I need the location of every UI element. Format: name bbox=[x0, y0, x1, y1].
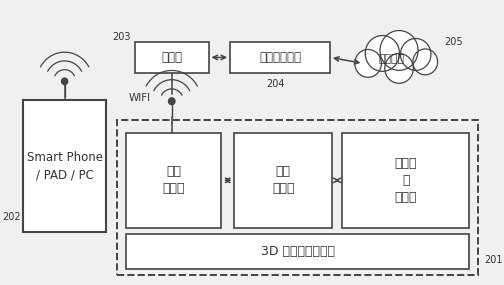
Circle shape bbox=[365, 36, 400, 71]
Circle shape bbox=[168, 98, 175, 105]
Text: 204: 204 bbox=[266, 79, 285, 89]
FancyBboxPatch shape bbox=[117, 120, 478, 275]
FancyBboxPatch shape bbox=[230, 42, 330, 73]
Text: 202: 202 bbox=[2, 212, 21, 222]
Circle shape bbox=[385, 53, 413, 83]
Text: 网络
处理器: 网络 处理器 bbox=[162, 165, 184, 195]
FancyBboxPatch shape bbox=[23, 100, 106, 232]
Text: 205: 205 bbox=[444, 37, 463, 47]
Text: 201: 201 bbox=[484, 255, 502, 265]
FancyBboxPatch shape bbox=[126, 133, 221, 228]
FancyBboxPatch shape bbox=[126, 233, 470, 269]
Text: 云服务端: 云服务端 bbox=[379, 54, 405, 64]
Text: 路由器: 路由器 bbox=[161, 51, 182, 64]
Circle shape bbox=[401, 38, 431, 70]
Text: Smart Phone
/ PAD / PC: Smart Phone / PAD / PC bbox=[27, 151, 103, 181]
Text: 执行器
与
传感器: 执行器 与 传感器 bbox=[395, 157, 417, 204]
Circle shape bbox=[61, 78, 68, 84]
Circle shape bbox=[380, 30, 418, 70]
Text: WIFI: WIFI bbox=[129, 93, 150, 103]
Text: 公共网络设备: 公共网络设备 bbox=[259, 51, 301, 64]
Text: 203: 203 bbox=[112, 32, 131, 42]
Text: 3D 打印机机械本体: 3D 打印机机械本体 bbox=[261, 245, 335, 258]
Circle shape bbox=[413, 49, 437, 75]
Circle shape bbox=[355, 50, 382, 77]
FancyBboxPatch shape bbox=[342, 133, 470, 228]
FancyBboxPatch shape bbox=[135, 42, 209, 73]
FancyBboxPatch shape bbox=[234, 133, 332, 228]
Text: 运动
控制器: 运动 控制器 bbox=[272, 165, 294, 195]
